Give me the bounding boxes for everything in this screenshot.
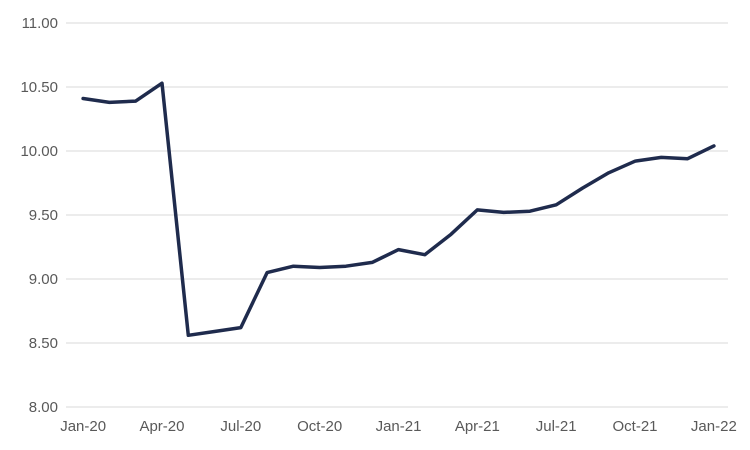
y-tick-label: 9.50	[29, 207, 58, 224]
series-line	[81, 81, 716, 338]
gridlines	[66, 22, 728, 408]
x-axis-tick-labels: Jan-20 Apr-20 Jul-20 Oct-20 Jan-21 Apr-21 Jul-…	[60, 418, 737, 435]
x-tick-label: Jan-22	[691, 418, 737, 435]
y-axis-tick-labels: 8.00 8.50 9.00 9.50 10.00 10.50 11.00	[20, 15, 58, 416]
x-tick-label: Jul-20	[220, 418, 261, 435]
x-tick-label: Jan-21	[376, 418, 422, 435]
y-tick-label: 11.00	[22, 15, 58, 32]
x-tick-label: Oct-21	[613, 418, 658, 435]
y-tick-label: 10.00	[20, 143, 58, 160]
y-tick-label: 9.00	[29, 271, 58, 288]
y-tick-label: 8.50	[29, 335, 58, 352]
y-tick-label: 10.50	[20, 79, 58, 96]
x-tick-label: Oct-20	[297, 418, 342, 435]
data-series	[81, 81, 716, 338]
x-tick-label: Jul-21	[536, 418, 577, 435]
x-tick-label: Jan-20	[60, 418, 106, 435]
x-tick-label: Apr-21	[455, 418, 500, 435]
y-tick-label: 8.00	[29, 399, 58, 416]
x-tick-label: Apr-20	[139, 418, 184, 435]
